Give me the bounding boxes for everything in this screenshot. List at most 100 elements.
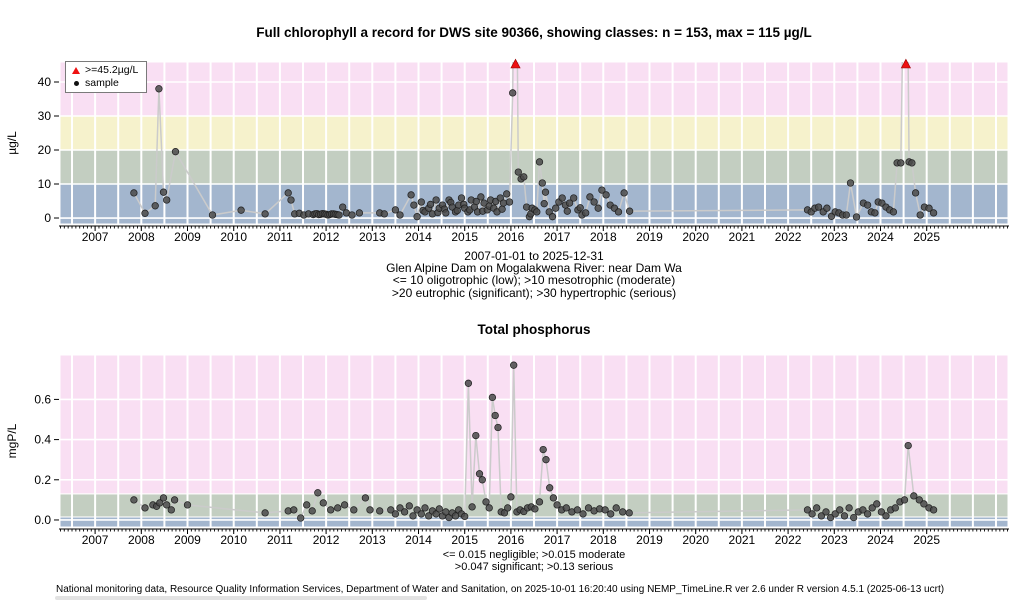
sample-point xyxy=(163,501,171,509)
sample-point xyxy=(540,200,548,208)
y-axis-tick-label: 0.2 xyxy=(34,473,51,487)
sample-point xyxy=(261,509,269,517)
phosphorus-caption: <= 0.015 negligible; >0.015 moderate >0.… xyxy=(60,549,1008,573)
sample-point xyxy=(852,213,861,221)
sample-point xyxy=(900,496,909,504)
x-axis-year-label: 2020 xyxy=(682,533,709,547)
sample-point xyxy=(407,191,415,199)
sample-point xyxy=(904,441,912,450)
sample-point xyxy=(594,204,602,212)
x-axis-year-label: 2024 xyxy=(867,230,894,244)
sample-point xyxy=(500,509,509,517)
sample-point xyxy=(457,194,466,202)
sample-point xyxy=(846,179,855,187)
sample-point xyxy=(319,499,327,507)
phosphorus-y-axis-label: mgP/L xyxy=(5,423,19,458)
sample-point xyxy=(237,206,245,214)
chlorophyll-y-axis-label: µg/L xyxy=(5,131,19,155)
sample-point xyxy=(542,456,550,464)
chlorophyll-chart-title: Full chlorophyll a record for DWS site 9… xyxy=(256,25,812,40)
sample-point xyxy=(151,202,159,210)
sample-point xyxy=(303,501,311,509)
sample-point xyxy=(541,188,550,196)
sample-point xyxy=(287,196,295,204)
sample-point xyxy=(573,506,582,514)
sample-point xyxy=(355,209,364,217)
sample-point xyxy=(822,508,830,516)
sample-point xyxy=(350,506,358,514)
sample-point xyxy=(432,196,440,204)
x-axis-year-label: 2015 xyxy=(451,533,478,547)
sample-dot-icon xyxy=(73,81,79,86)
y-axis-tick-label: 0.4 xyxy=(34,433,51,447)
sample-point xyxy=(472,431,480,440)
x-axis-year-label: 2013 xyxy=(359,533,386,547)
sample-point xyxy=(159,494,168,502)
sample-point xyxy=(840,512,849,520)
sample-point xyxy=(499,199,508,207)
x-axis-year-label: 2016 xyxy=(498,230,525,244)
sample-point xyxy=(400,508,409,516)
sample-point xyxy=(361,494,370,502)
sample-point xyxy=(552,204,560,212)
sample-point xyxy=(863,201,872,209)
sample-point xyxy=(498,205,506,213)
sample-point xyxy=(340,501,349,509)
sample-point xyxy=(405,502,413,510)
sample-point xyxy=(290,506,298,514)
sample-point xyxy=(509,89,517,97)
sample-point xyxy=(339,203,347,211)
x-axis-year-label: 2014 xyxy=(405,230,432,244)
sample-point xyxy=(910,492,918,500)
sample-point xyxy=(563,207,571,215)
chlorophyll-caption: 2007-01-01 to 2025-12-31 Glen Alpine Dam… xyxy=(60,250,1008,299)
legend: >=45.2µg/L sample xyxy=(65,61,148,93)
sample-point xyxy=(507,493,515,501)
sample-point xyxy=(836,506,844,514)
x-axis-year-label: 2025 xyxy=(913,533,940,547)
sample-point xyxy=(167,506,175,514)
sample-point xyxy=(308,507,316,515)
sample-point xyxy=(514,168,522,176)
sample-point xyxy=(141,209,149,217)
sample-point xyxy=(482,498,490,506)
sample-point xyxy=(468,503,476,511)
sample-point xyxy=(889,208,898,216)
y-axis-tick-label: 0 xyxy=(44,211,51,225)
sample-point xyxy=(535,158,544,166)
caption-class-rule-1: <= 10 oligotrophic (low); >10 mesotrophi… xyxy=(392,273,676,288)
sample-point xyxy=(130,496,138,504)
x-axis-year-label: 2019 xyxy=(636,230,663,244)
y-axis-tick-label: 10 xyxy=(38,177,52,191)
sample-point xyxy=(451,512,460,520)
sample-point xyxy=(366,506,374,514)
caption-site-name: Glen Alpine Dam on Mogalakwena River: ne… xyxy=(386,261,682,276)
x-axis-year-label: 2007 xyxy=(82,533,109,547)
phosphorus-chart: mgP/L 2007 2008 2009 2010 2011 2012 2013 2014 20… xyxy=(5,355,1009,547)
x-axis-year-label: 2022 xyxy=(775,533,802,547)
sample-point xyxy=(823,204,831,212)
sample-point xyxy=(335,211,343,219)
sample-point xyxy=(494,423,502,432)
legend-sample-row: sample xyxy=(72,77,138,90)
sample-point xyxy=(387,506,395,514)
x-axis-year-label: 2011 xyxy=(267,230,293,244)
sample-point xyxy=(425,512,433,520)
sample-point xyxy=(531,505,539,513)
x-axis-year-label: 2023 xyxy=(821,533,848,547)
x-axis-year-label: 2017 xyxy=(544,533,571,547)
capped-value-marker xyxy=(510,58,521,69)
sample-point xyxy=(461,512,469,521)
x-axis-year-label: 2009 xyxy=(174,533,201,547)
sample-point xyxy=(598,186,606,194)
sample-point xyxy=(850,513,858,522)
x-axis-year-label: 2008 xyxy=(128,533,155,547)
sample-point xyxy=(548,213,557,221)
sample-point xyxy=(156,499,164,507)
sample-point xyxy=(410,201,418,209)
sample-point xyxy=(549,494,558,502)
x-axis-year-label: 2014 xyxy=(405,533,432,547)
sample-point xyxy=(491,411,499,420)
sample-point xyxy=(504,504,512,512)
